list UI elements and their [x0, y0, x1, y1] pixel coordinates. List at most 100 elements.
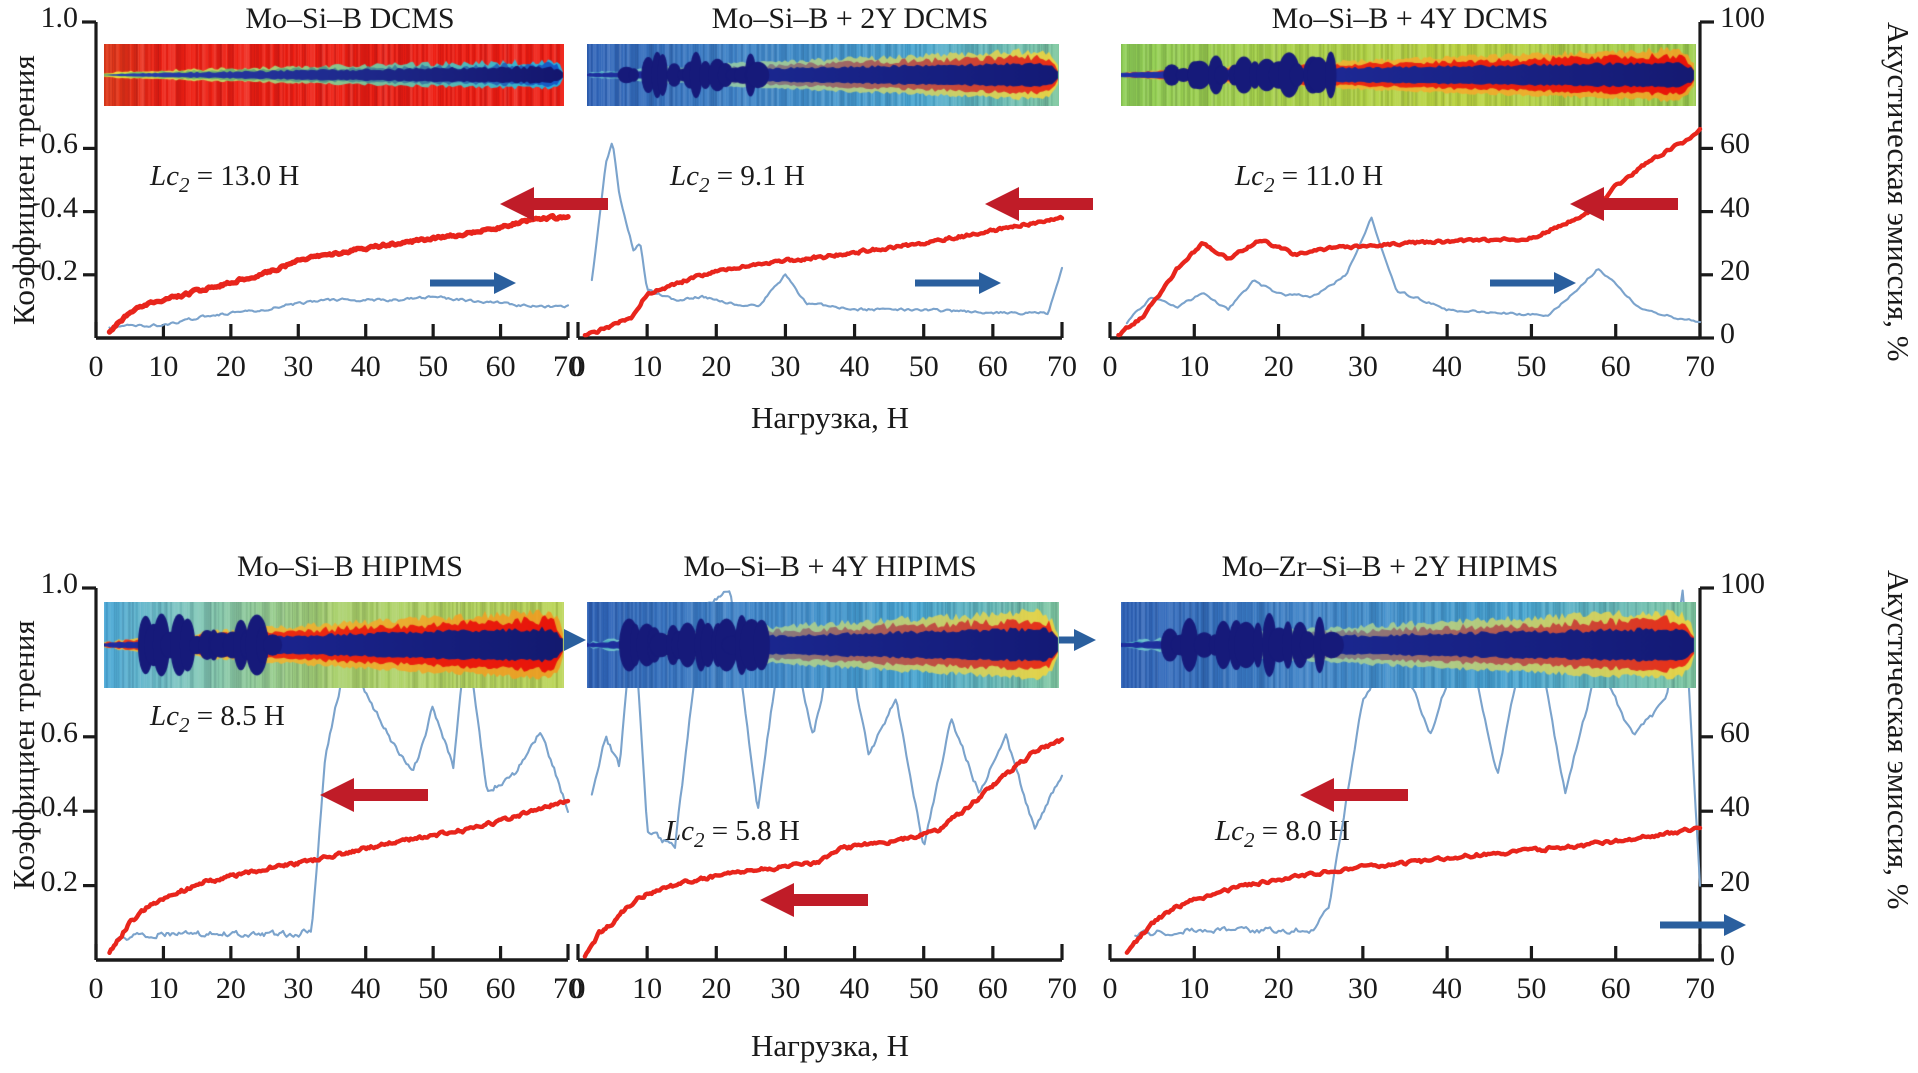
lc2-subscript-p5: 2: [694, 827, 705, 852]
y-tick-right-p3-1: 60: [1720, 127, 1750, 161]
y-tick-right-p6-4: 0: [1720, 939, 1735, 972]
x-tick-p1-1: 10: [148, 350, 179, 383]
scratch-track-image-p3: [1121, 44, 1696, 106]
x-tick-p5-0: 0: [570, 972, 586, 1005]
panel-title-p5: Mo–Si–B + 4Y HIPIMS: [683, 550, 977, 583]
panel-title-p6: Mo–Zr–Si–B + 2Y HIPIMS: [1221, 550, 1559, 583]
y-tick-right-p6-2: 40: [1720, 790, 1750, 824]
x-tick-p2-5: 50: [908, 350, 939, 383]
friction-direction-arrow-10: [1300, 778, 1408, 812]
y-tick-left-p4-1: 0.6: [40, 715, 79, 749]
x-tick-p3-7: 70: [1685, 350, 1715, 383]
x-tick-p5-2: 20: [701, 972, 732, 1005]
panel-title-p2: Mo–Si–B + 2Y DCMS: [711, 2, 989, 35]
x-tick-p3-4: 40: [1432, 350, 1463, 383]
y-tick-left-p4-3: 0.2: [40, 864, 79, 898]
x-tick-p4-2: 20: [215, 972, 246, 1005]
friction-direction-arrow-4: [1570, 187, 1678, 221]
y-tick-left-p4-0: 1.0: [40, 567, 79, 600]
x-tick-p4-7: 70: [553, 972, 583, 1005]
x-tick-p3-1: 10: [1179, 350, 1210, 383]
panel-title-p4: Mo–Si–B HIPIMS: [237, 550, 463, 583]
lc2-symbol-p3: Lc: [1235, 160, 1264, 192]
scratch-track-image-p6: [1121, 602, 1696, 688]
x-tick-p3-0: 0: [1102, 350, 1118, 383]
lc2-subscript-p6: 2: [1244, 827, 1255, 852]
lc2-note-p2: Lc2 = 9.1 Н: [670, 160, 805, 198]
y-tick-right-p6-1: 60: [1720, 715, 1750, 749]
lc2-note-p3: Lc2 = 11.0 Н: [1235, 160, 1383, 198]
x-tick-p2-3: 30: [770, 350, 801, 383]
x-tick-p6-2: 20: [1263, 972, 1294, 1005]
lc2-symbol-p4: Lc: [150, 700, 179, 732]
y-tick-left-p1-3: 0.2: [40, 253, 79, 287]
x-tick-p3-3: 30: [1347, 350, 1378, 383]
y-tick-left-p1-1: 0.6: [40, 127, 79, 161]
lc2-subscript-p3: 2: [1264, 172, 1275, 197]
x-tick-p3-5: 50: [1516, 350, 1547, 383]
x-tick-p1-6: 60: [485, 350, 516, 383]
x-tick-p2-6: 60: [977, 350, 1008, 383]
x-tick-p4-1: 10: [148, 972, 179, 1005]
friction-direction-arrow-0: [500, 187, 608, 221]
lc2-value-p2: = 9.1 Н: [716, 160, 805, 192]
x-tick-p6-0: 0: [1102, 972, 1118, 1005]
lc2-value-p5: = 5.8 Н: [711, 815, 800, 847]
x-tick-p1-4: 40: [350, 350, 381, 383]
lc2-value-p3: = 11.0 Н: [1281, 160, 1384, 192]
x-tick-p5-1: 10: [632, 972, 663, 1005]
panel-title-p1: Mo–Si–B DCMS: [245, 2, 455, 35]
y-axis-label-right-row0: Акустическая эмиссия, %: [1881, 22, 1916, 362]
panel-title-p3: Mo–Si–B + 4Y DCMS: [1271, 2, 1549, 35]
x-tick-p3-6: 60: [1600, 350, 1631, 383]
lc2-value-p1: = 13.0 Н: [196, 160, 300, 192]
lc2-subscript-p4: 2: [179, 712, 190, 737]
scratch-track-image-p2: [587, 44, 1059, 106]
y-tick-right-p3-3: 20: [1720, 253, 1750, 287]
x-tick-p5-6: 60: [977, 972, 1008, 1005]
friction-direction-arrow-6: [320, 778, 428, 812]
y-tick-left-p1-0: 1.0: [40, 1, 79, 34]
x-axis-title-row1: Нагрузка, Н: [751, 1028, 909, 1063]
x-tick-p1-5: 50: [418, 350, 449, 383]
x-tick-p4-4: 40: [350, 972, 381, 1005]
x-tick-p3-2: 20: [1263, 350, 1294, 383]
x-tick-p2-2: 20: [701, 350, 732, 383]
x-tick-p1-3: 30: [283, 350, 314, 383]
y-axis-label-right-row1: Акустическая эмиссия, %: [1881, 570, 1916, 910]
x-tick-p4-6: 60: [485, 972, 516, 1005]
scratch-track-image-p5: [587, 602, 1059, 688]
x-axis-title-row0: Нагрузка, Н: [751, 400, 909, 435]
x-tick-p5-7: 70: [1047, 972, 1077, 1005]
y-tick-left-p1-2: 0.4: [40, 190, 79, 224]
x-tick-p6-5: 50: [1516, 972, 1547, 1005]
y-tick-left-p4-2: 0.4: [40, 790, 79, 824]
lc2-subscript-p1: 2: [179, 172, 190, 197]
lc2-note-p1: Lc2 = 13.0 Н: [150, 160, 299, 198]
acoustic-direction-arrow-3: [915, 272, 1001, 294]
y-tick-right-p3-2: 40: [1720, 190, 1750, 224]
x-tick-p1-2: 20: [215, 350, 246, 383]
x-tick-p2-1: 10: [632, 350, 663, 383]
lc2-value-p4: = 8.5 Н: [196, 700, 285, 732]
lc2-symbol-p1: Lc: [150, 160, 179, 192]
x-tick-p1-7: 70: [553, 350, 583, 383]
y-tick-right-p3-4: 0: [1720, 317, 1735, 350]
x-tick-p2-0: 0: [570, 350, 586, 383]
x-tick-p6-3: 30: [1347, 972, 1378, 1005]
x-tick-p4-0: 0: [88, 972, 104, 1005]
lc2-note-p6: Lc2 = 8.0 Н: [1215, 815, 1350, 853]
x-tick-p4-3: 30: [283, 972, 314, 1005]
x-tick-p2-4: 40: [839, 350, 870, 383]
acoustic-direction-arrow-11: [1660, 914, 1746, 936]
y-tick-right-p6-0: 100: [1720, 567, 1765, 600]
x-tick-p5-3: 30: [770, 972, 801, 1005]
x-tick-p4-5: 50: [418, 972, 449, 1005]
x-tick-p6-7: 70: [1685, 972, 1715, 1005]
x-tick-p6-6: 60: [1600, 972, 1631, 1005]
lc2-symbol-p6: Lc: [1215, 815, 1244, 847]
lc2-subscript-p2: 2: [699, 172, 710, 197]
x-tick-p5-5: 50: [908, 972, 939, 1005]
